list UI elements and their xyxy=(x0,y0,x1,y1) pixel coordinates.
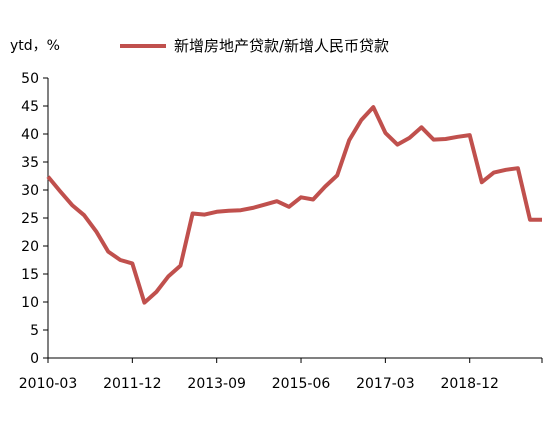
y-tick-label: 45 xyxy=(21,99,39,115)
y-tick-label: 25 xyxy=(21,211,39,227)
plot-area xyxy=(46,105,542,305)
y-tick-label: 15 xyxy=(21,267,39,283)
y-tick-label: 40 xyxy=(21,127,39,143)
y-tick-label: 0 xyxy=(30,351,39,367)
y-axis-unit-label: ytd，% xyxy=(10,38,60,54)
series-line xyxy=(46,105,542,305)
x-tick-label: 2018-12 xyxy=(440,376,499,392)
y-tick-label: 50 xyxy=(21,71,39,87)
legend: 新增房地产贷款/新增人民币贷款 xyxy=(120,37,389,55)
x-tick-label: 2017-03 xyxy=(356,376,415,392)
x-tick-label: 2015-06 xyxy=(272,376,331,392)
y-tick-label: 35 xyxy=(21,155,39,171)
x-tick-label: 2013-09 xyxy=(187,376,246,392)
y-tick-label: 30 xyxy=(21,183,39,199)
x-axis: 2010-03 2011-12 2013-09 2015-06 2017-03 2018-… xyxy=(19,357,543,392)
y-tick-label: 5 xyxy=(30,323,39,339)
y-axis: 0 5 10 15 20 25 30 35 40 45 50 xyxy=(21,71,49,367)
x-tick-label: 2011-12 xyxy=(103,376,162,392)
x-tick-label: 2010-03 xyxy=(19,376,78,392)
y-tick-label: 10 xyxy=(21,295,39,311)
y-tick-label: 20 xyxy=(21,239,39,255)
legend-label: 新增房地产贷款/新增人民币贷款 xyxy=(174,37,389,55)
